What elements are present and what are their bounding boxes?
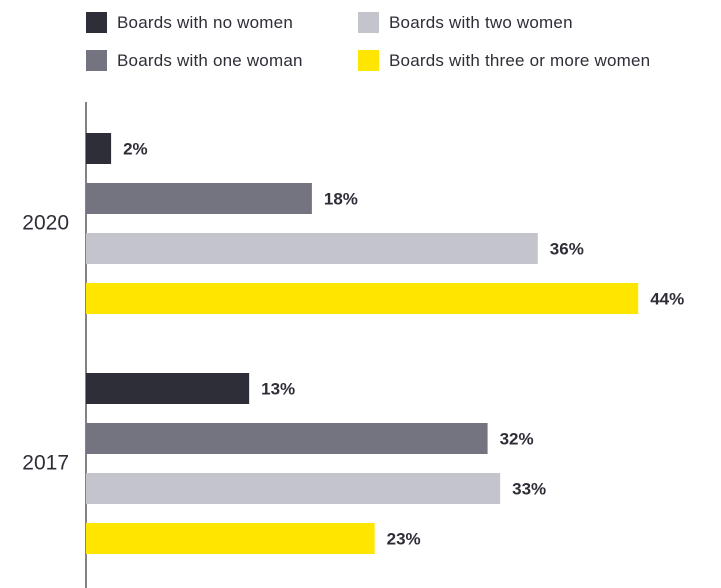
bar-2020-series-4 [86, 283, 639, 314]
category-label-2017: 2017 [22, 452, 69, 475]
legend-item-no-women: Boards with no women [86, 12, 293, 33]
legend-item-three-plus-women: Boards with three or more women [358, 50, 650, 71]
data-label-2020-series-2: 18% [324, 190, 358, 209]
legend-label-one-woman: Boards with one woman [117, 50, 303, 70]
chart-legend: Boards with no women Boards with two wom… [0, 0, 721, 80]
data-label-2020-series-3: 36% [550, 240, 584, 259]
legend-label-three-plus-women: Boards with three or more women [389, 50, 651, 70]
bar-2017-series-1 [86, 373, 250, 404]
bar-2017-series-4 [86, 523, 375, 554]
data-label-2017-series-2: 32% [500, 430, 534, 449]
data-label-2020-series-1: 2% [123, 140, 148, 159]
legend-label-two-women: Boards with two women [389, 12, 573, 32]
legend-swatch-one-woman [86, 50, 107, 71]
bar-2020-series-3 [86, 233, 538, 264]
legend-item-two-women: Boards with two women [358, 12, 573, 33]
legend-label-no-women: Boards with no women [117, 12, 293, 32]
legend-swatch-no-women [86, 12, 107, 33]
legend-swatch-three-plus-women [358, 50, 379, 71]
bar-2017-series-2 [86, 423, 488, 454]
bar-2017-series-3 [86, 473, 501, 504]
data-label-2017-series-1: 13% [261, 380, 295, 399]
bar-2020-series-2 [86, 183, 312, 214]
bar-2020-series-1 [86, 133, 112, 164]
data-label-2017-series-3: 33% [512, 480, 546, 499]
legend-swatch-two-women [358, 12, 379, 33]
legend-item-one-woman: Boards with one woman [86, 50, 303, 71]
category-label-2020: 2020 [22, 212, 69, 235]
data-label-2017-series-4: 23% [387, 530, 421, 549]
data-label-2020-series-4: 44% [650, 290, 684, 309]
